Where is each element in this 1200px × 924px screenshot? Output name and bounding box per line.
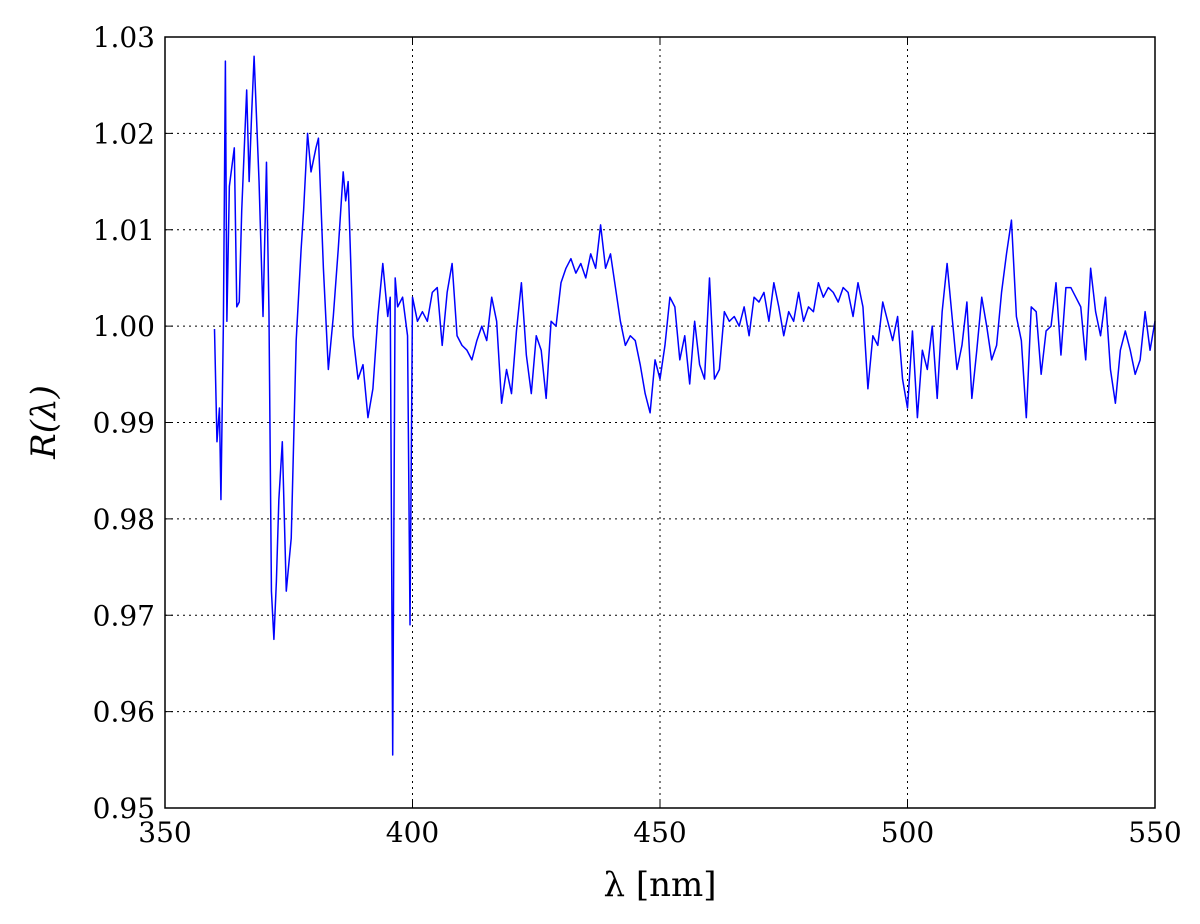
x-axis-label: λ [nm]	[603, 865, 716, 905]
y-tick-label: 1.01	[93, 214, 155, 247]
y-axis-label: R(λ)	[24, 385, 64, 460]
y-tick-label: 0.99	[93, 407, 155, 440]
x-tick-label: 500	[881, 816, 934, 849]
x-tick-label: 350	[138, 816, 191, 849]
y-tick-label: 1.02	[93, 117, 155, 150]
plot-frame	[164, 36, 1156, 809]
x-tick-label: 550	[1128, 816, 1181, 849]
x-tick-label: 400	[386, 816, 439, 849]
y-tick-label: 1.03	[93, 21, 155, 54]
y-tick-label: 0.98	[93, 503, 155, 536]
y-tick-label: 1.00	[93, 310, 155, 343]
y-tick-label: 0.97	[93, 599, 155, 632]
y-tick-label: 0.96	[93, 696, 155, 729]
y-tick-label: 0.95	[93, 792, 155, 825]
x-tick-label: 450	[633, 816, 686, 849]
data-line	[213, 55, 1156, 756]
